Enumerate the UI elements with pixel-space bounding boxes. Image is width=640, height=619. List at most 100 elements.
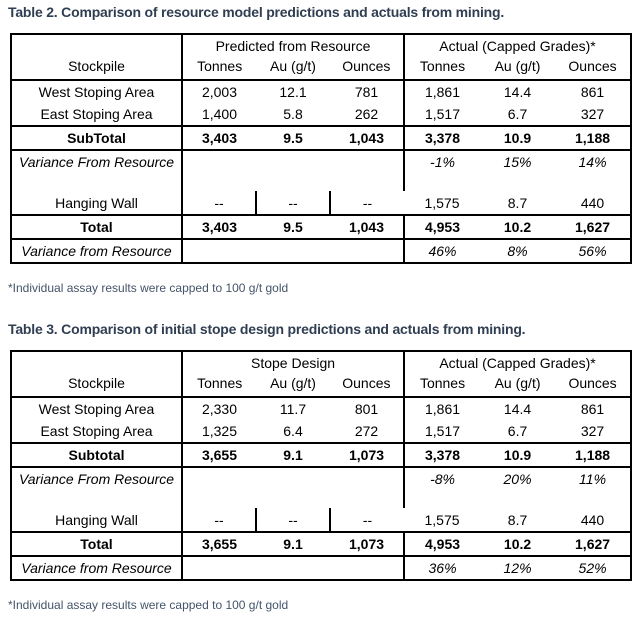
col-header-ounces: Ounces [568,375,617,391]
value-cell: 10.9 [480,125,555,151]
value-cell: 10.2 [480,214,555,240]
value-cell [330,239,404,263]
table-row-hanging-wall: Hanging Wall -- -- -- 1,575 8.7 440 [11,191,631,215]
table-3-title: Table 3. Comparison of initial stope des… [8,321,526,337]
value-cell: 861 [580,401,605,417]
value-cell [403,173,480,191]
table-row-total: Total 3,403 9.5 1,043 4,953 10.2 1,627 [11,214,632,240]
value-cell: 2,330 [201,401,238,417]
table-3-body: West Stoping Area 2,330 11.7 801 1,861 14.4 86… [11,397,632,580]
value-cell: 440 [580,511,605,528]
value-cell: 861 [580,84,605,100]
value-cell: 3,655 [182,531,256,557]
value-cell: 1,043 [330,125,404,151]
right-section-header: Actual (Capped Grades)* [439,38,596,54]
col-header-ounces: Ounces [568,58,617,74]
value-cell [480,173,555,191]
value-cell: 272 [354,423,379,439]
value-cell: 1,575 [424,194,460,211]
col-header-au: Au (g/t) [270,375,316,391]
value-cell: 262 [354,106,379,122]
row-label: Variance from Resource [11,556,183,580]
value-cell [330,150,404,173]
value-cell [330,556,404,580]
table-2-title: Table 2. Comparison of resource model pr… [8,4,505,20]
value-cell [182,239,256,263]
value-cell: 1,188 [555,442,632,468]
table-2-body: West Stoping Area 2,003 12.1 781 1,861 14.4 86… [11,80,632,263]
col-header-tonnes: Tonnes [197,375,243,391]
value-cell: -- [182,191,257,215]
value-cell [403,490,481,508]
value-cell: 1,188 [555,125,632,151]
value-cell [182,556,256,580]
table-row-variance-from-resource: Variance from Resource 36% 12% 52% [11,556,631,580]
predicted-section: Predicted from Resource Tonnes Au (g/t) … [182,34,404,81]
value-cell: 8.7 [507,194,528,211]
value-cell: 52% [578,560,607,576]
value-cell: 10.2 [480,531,556,557]
col-header-au: Au (g/t) [494,375,541,391]
value-cell [182,150,256,173]
header-row: Stockpile Stope Design Tonnes Au (g/t) O… [11,351,632,398]
value-cell: 8% [507,243,528,259]
value-cell: 1,517 [403,420,481,443]
table-2-footnote: *Individual assay results were capped to… [8,281,289,295]
row-label: West Stoping Area [11,80,183,103]
value-cell: 9.1 [256,442,330,468]
value-cell: 6.7 [507,423,528,439]
col-header-au: Au (g/t) [494,58,541,74]
row-label: Subtotal [11,442,183,468]
value-cell: 46% [403,239,480,263]
actual-section: Actual (Capped Grades)* Tonnes Au (g/t) … [403,351,632,398]
value-cell [555,490,631,508]
stockpile-column-header: Stockpile [11,351,183,398]
row-label: Variance from Resource [11,239,183,263]
value-cell [256,556,330,580]
stope-design-section: Stope Design Tonnes Au (g/t) Ounces [182,351,405,398]
value-cell: 9.1 [256,531,330,557]
value-cell: 1,861 [403,397,481,420]
table-row-variance-from-resource: Variance From Resource -1% 15% 14% [11,150,631,173]
value-cell [330,490,404,508]
row-label [11,490,183,508]
value-cell: 327 [580,423,605,439]
table-row-variance-from-resource: Variance From Resource -8% 20% 11% [11,467,631,490]
value-cell: 1,325 [201,423,238,439]
value-cell: 12.1 [279,84,307,100]
value-cell: 1,073 [330,442,405,468]
col-header-tonnes: Tonnes [197,58,243,74]
value-cell [256,173,330,191]
value-cell: 9.5 [256,214,330,240]
value-cell [256,467,330,490]
left-section-header: Stope Design [250,355,336,371]
value-cell [555,173,631,191]
value-cell: 15% [503,154,532,170]
value-cell: 4,953 [403,531,481,557]
value-cell: 36% [403,556,481,580]
table-2-comparison-table: Stockpile Predicted from Resource Tonnes… [10,33,633,264]
table-row-spacer [11,490,631,508]
row-label: East Stoping Area [11,420,183,443]
value-cell: -- [256,508,331,532]
table-row-spacer [11,173,631,191]
actual-section: Actual (Capped Grades)* Tonnes Au (g/t) … [402,34,632,81]
left-column-headers: Tonnes Au (g/t) Ounces [183,375,403,395]
value-cell: -- [362,194,373,211]
value-cell: -- [362,511,373,528]
value-cell: 6.7 [507,106,528,122]
row-label: Variance From Resource [11,150,183,173]
row-label [11,173,183,191]
row-label: Total [11,214,183,240]
row-label: East Stoping Area [11,103,183,126]
right-column-headers: Tonnes Au (g/t) Ounces [406,58,630,78]
value-cell [182,490,256,508]
value-cell: 14.4 [503,401,532,417]
value-cell: 11% [579,471,607,487]
value-cell: 2,003 [201,84,238,100]
value-cell: 3,378 [403,125,480,151]
col-header-ounces: Ounces [342,375,391,391]
right-column-headers: Tonnes Au (g/t) Ounces [406,375,630,395]
value-cell: 12% [503,560,532,576]
